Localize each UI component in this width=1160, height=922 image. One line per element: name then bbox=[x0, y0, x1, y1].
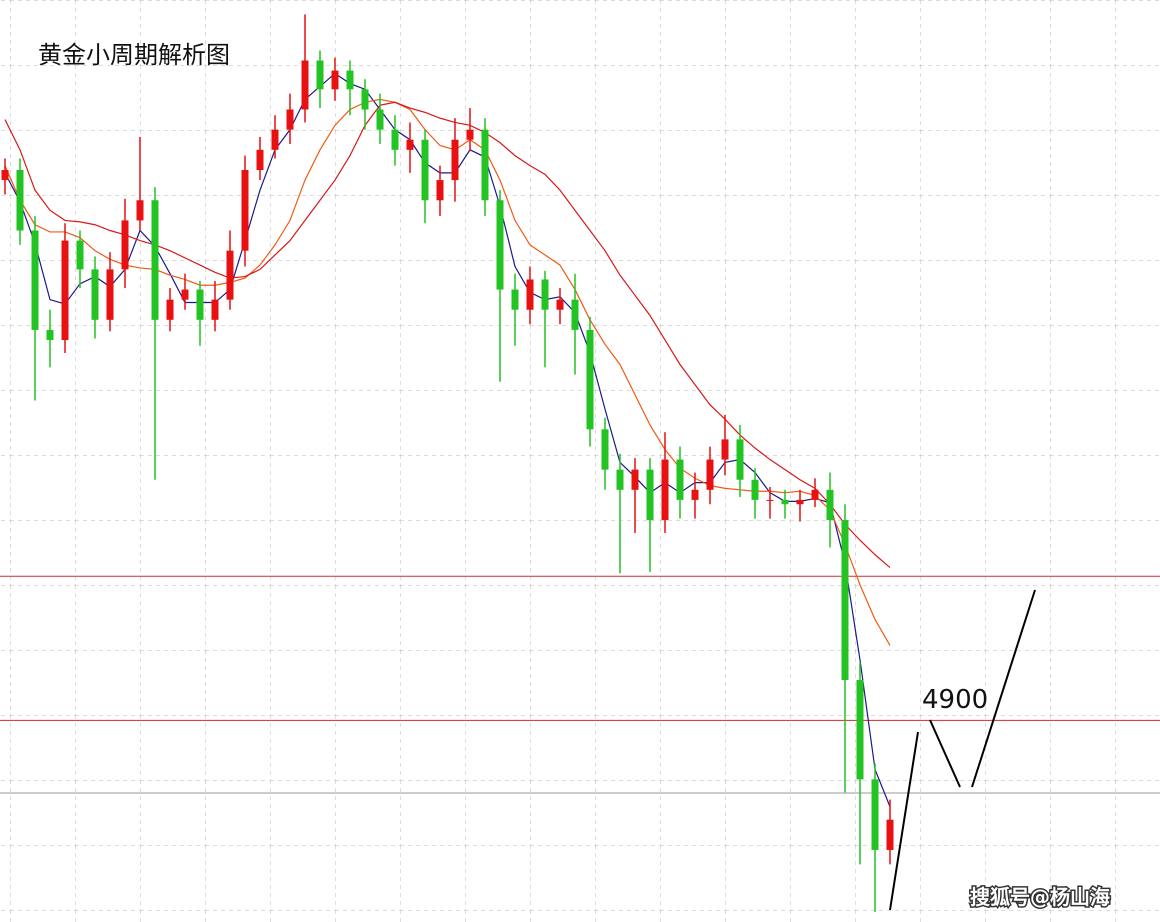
candle-body bbox=[661, 459, 669, 521]
candle-body bbox=[436, 180, 444, 201]
candle-body bbox=[451, 139, 459, 181]
candle-body bbox=[316, 60, 324, 90]
candle-body bbox=[421, 139, 429, 201]
candle-body bbox=[256, 149, 264, 170]
candle-body bbox=[496, 200, 504, 290]
level-lines bbox=[0, 575, 1160, 721]
candle-body bbox=[751, 479, 759, 500]
candle-body bbox=[181, 289, 189, 300]
candle-body bbox=[226, 250, 234, 300]
candle-body bbox=[196, 289, 204, 320]
candle-body bbox=[691, 489, 699, 500]
candle-body bbox=[631, 469, 639, 490]
level-label: 4900 bbox=[922, 685, 988, 715]
candle-body bbox=[706, 459, 714, 490]
candle-body bbox=[286, 109, 294, 130]
candle-body bbox=[736, 439, 744, 480]
candle-body bbox=[31, 230, 39, 330]
candle-body bbox=[121, 220, 129, 270]
projection-line bbox=[929, 719, 961, 788]
candle-body bbox=[136, 200, 144, 221]
candle-body bbox=[826, 489, 834, 521]
candle-body bbox=[91, 269, 99, 320]
candle-body bbox=[526, 279, 534, 310]
candle-body bbox=[601, 429, 609, 470]
candle-body bbox=[211, 299, 219, 320]
candle-body bbox=[361, 89, 369, 110]
candle-body bbox=[721, 439, 729, 460]
candle-body bbox=[301, 60, 309, 110]
candle-body bbox=[346, 70, 354, 90]
candle-body bbox=[811, 489, 819, 500]
candle-body bbox=[16, 169, 24, 231]
candle-body bbox=[46, 329, 54, 340]
candle-body bbox=[676, 459, 684, 500]
candle-body bbox=[1, 169, 9, 181]
candle-body bbox=[511, 289, 519, 310]
projection-line bbox=[971, 589, 1036, 788]
candle-body bbox=[106, 269, 114, 320]
candle-body bbox=[841, 520, 849, 680]
candle-body bbox=[241, 169, 249, 251]
candle-body bbox=[76, 240, 84, 270]
candle-body bbox=[391, 129, 399, 150]
candle-body bbox=[766, 499, 774, 501]
candle-body bbox=[556, 299, 564, 310]
chart-title: 黄金小周期解析图 bbox=[38, 41, 230, 69]
candle-body bbox=[481, 129, 489, 201]
candle-body bbox=[856, 679, 864, 780]
candle-body bbox=[571, 299, 579, 330]
candle-body bbox=[61, 240, 69, 340]
projection-line bbox=[889, 731, 919, 911]
candles bbox=[1, 14, 894, 912]
candle-body bbox=[331, 70, 339, 90]
candle-body bbox=[466, 129, 474, 140]
candle-body bbox=[406, 139, 414, 150]
candle-body bbox=[586, 329, 594, 430]
candle-body bbox=[166, 299, 174, 320]
candle-body bbox=[781, 499, 789, 505]
candle-body bbox=[646, 469, 654, 521]
candle-body bbox=[796, 499, 804, 505]
candle-body bbox=[886, 819, 894, 850]
watermark: 搜狐号@杨山海 bbox=[970, 885, 1110, 909]
candle-body bbox=[871, 779, 879, 850]
candle-body bbox=[151, 200, 159, 320]
candle-body bbox=[376, 109, 384, 130]
candle-body bbox=[616, 469, 624, 490]
candle-body bbox=[271, 129, 279, 150]
candle-body bbox=[541, 279, 549, 310]
